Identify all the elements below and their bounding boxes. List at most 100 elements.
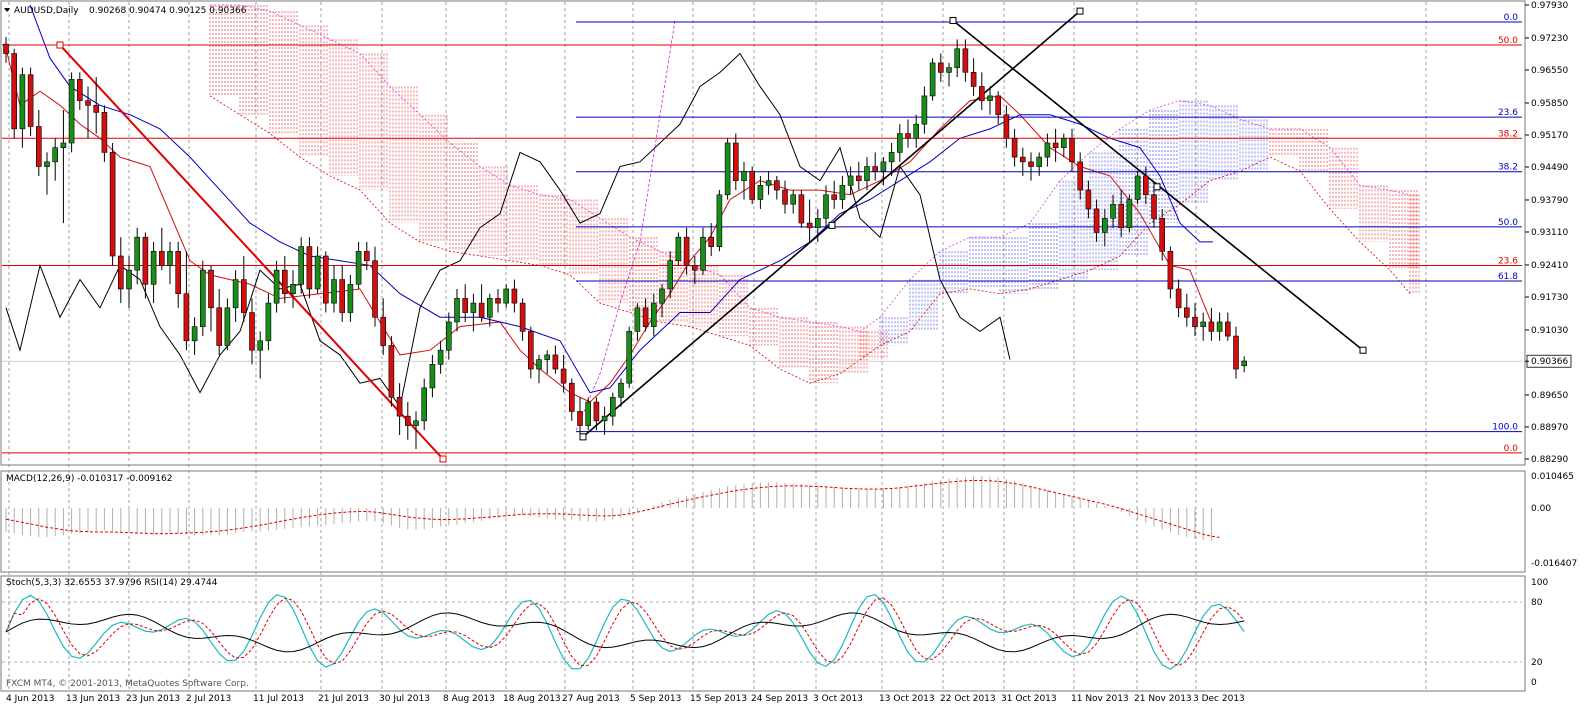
candle-body [19, 74, 26, 130]
candle-body [773, 180, 780, 191]
candle-body [626, 331, 633, 384]
candle-body [11, 53, 17, 130]
candle-body [831, 194, 838, 200]
trendline-handle[interactable] [828, 221, 836, 229]
candle-body [404, 415, 411, 426]
candle-body [413, 420, 419, 426]
candle-body [454, 298, 460, 323]
date-label: 8 Aug 2013 [443, 694, 495, 704]
candle-body [585, 401, 592, 426]
candle-body [577, 411, 583, 426]
candle-body [191, 326, 198, 342]
candle-body [241, 279, 247, 313]
candle-body [978, 86, 985, 101]
fibo-level-label: 50.0 [1498, 218, 1518, 228]
candle-body [322, 255, 329, 304]
macd-pane[interactable] [0, 470, 1526, 573]
candle-body [1143, 175, 1149, 196]
trendline-handle[interactable] [579, 433, 587, 441]
candle-body [142, 236, 149, 285]
candle-body [954, 48, 961, 68]
candle-body [568, 382, 575, 412]
price-label: 0.97930 [1531, 1, 1568, 11]
price-label: 0.88290 [1531, 455, 1568, 465]
candle-body [855, 175, 862, 181]
price-label: 0.91030 [1531, 326, 1568, 336]
trendline-handle[interactable] [1153, 183, 1161, 191]
triangle-down-icon[interactable] [4, 8, 10, 12]
candle-body [618, 382, 624, 398]
candle-body [896, 133, 903, 153]
candle-body [150, 251, 157, 285]
candle-body [339, 279, 346, 313]
downtrend-line-red[interactable] [59, 44, 444, 460]
trendlines[interactable] [56, 7, 1367, 463]
trendline-handle[interactable] [439, 455, 447, 463]
candle-body [995, 95, 1002, 116]
candle-body [970, 72, 977, 87]
candle-body [1085, 189, 1092, 210]
trendline-handle[interactable] [949, 17, 957, 25]
date-label: 27 Aug 2013 [562, 694, 620, 704]
candle-body [134, 236, 140, 271]
candle-body [306, 246, 313, 290]
candle-body [552, 354, 559, 370]
candle-body [1184, 307, 1190, 318]
candle-body [1019, 156, 1026, 163]
projection-line [575, 20, 676, 431]
date-label: 21 Jul 2013 [318, 694, 369, 704]
candle-body [1134, 175, 1141, 200]
candle-body [921, 95, 928, 125]
candle-body [1044, 142, 1051, 158]
macd-axis-label: 0.00 [1531, 504, 1551, 514]
candle-body [331, 279, 337, 304]
candle-body [823, 194, 829, 219]
candle-body [1028, 161, 1034, 167]
date-label: 3 Dec 2013 [1193, 694, 1245, 704]
candle-body [798, 194, 805, 224]
candle-body [167, 251, 173, 266]
date-label: 21 Nov 2013 [1134, 694, 1192, 704]
candle-body [765, 180, 772, 186]
candle-body [347, 283, 354, 313]
candle-body [519, 302, 526, 332]
candle-body [1003, 114, 1010, 139]
candle-body [35, 126, 42, 167]
candle-body [609, 397, 616, 417]
main-pane[interactable] [0, 0, 1526, 466]
candle-body [503, 288, 510, 304]
candle-body [3, 43, 9, 54]
candle-body [749, 170, 756, 200]
date-label: 4 Jun 2013 [6, 694, 54, 704]
stoch-rsi-pane[interactable] [0, 575, 1526, 692]
trendline-handle[interactable] [56, 41, 64, 49]
candle-body [642, 307, 649, 327]
candle-body [913, 123, 920, 139]
senkou-span-a [210, 4, 1411, 332]
candle-body [790, 194, 797, 205]
fibo-level-label: 23.6 [1498, 108, 1518, 118]
candle-body [1200, 321, 1206, 327]
trendline-handle[interactable] [1359, 346, 1367, 354]
price-label: 0.88970 [1531, 423, 1568, 433]
candle-body [708, 236, 715, 247]
price-label: 0.92410 [1531, 261, 1568, 271]
candle-body [1208, 321, 1215, 332]
candle-body [536, 359, 542, 370]
stochastic-rsi-indicator [2, 593, 1522, 670]
trendline-handle[interactable] [1076, 7, 1084, 15]
candle-body [1167, 251, 1174, 290]
candle-body [864, 166, 870, 181]
candle-body [363, 251, 370, 262]
candle-body [437, 349, 444, 365]
macd-label: MACD(12,26,9) -0.010317 -0.009162 [6, 474, 172, 484]
candle-body [429, 364, 436, 389]
candle-body [1093, 208, 1100, 233]
candle-body [716, 194, 723, 247]
date-label: 22 Oct 2013 [940, 694, 996, 704]
candle-body [1216, 321, 1223, 332]
stoch-axis-label: 100 [1531, 578, 1548, 588]
candle-body [265, 302, 272, 342]
stoch-label: Stoch(5,3,3) 32.6553 37.9796 RSI(14) 29.… [6, 578, 218, 588]
